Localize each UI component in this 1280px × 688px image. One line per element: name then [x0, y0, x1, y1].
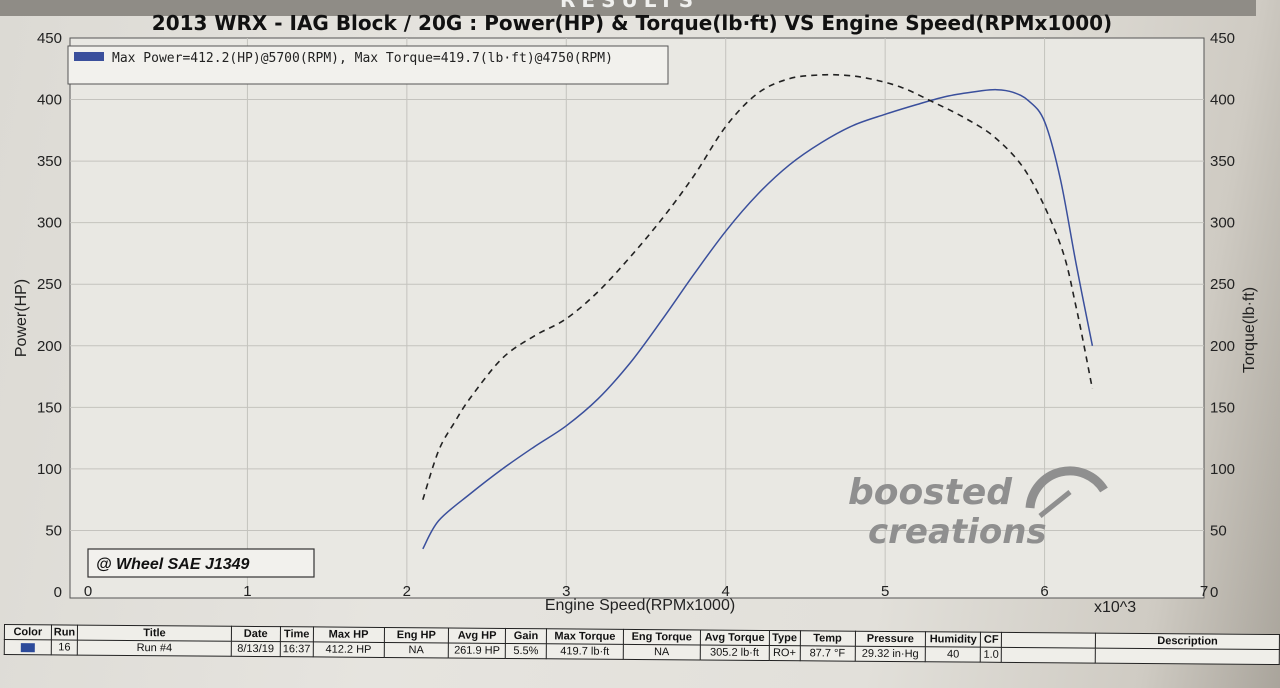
legend: Max Power=412.2(HP)@5700(RPM), Max Torqu… — [67, 45, 669, 85]
header-cell: Run — [51, 624, 78, 641]
header-cell: Pressure — [854, 631, 926, 647]
y2-tick-label: 250 — [1210, 276, 1235, 293]
x-tick-label: 2 — [403, 583, 411, 600]
table-cell: 40 — [925, 646, 981, 663]
table-cell: 16:37 — [280, 641, 314, 657]
y2-tick-label: 0 — [1210, 584, 1218, 601]
watermark-word-2: creations — [868, 512, 1047, 552]
legend-swatch — [74, 52, 104, 61]
sae-annotation: @ Wheel SAE J1349 — [87, 548, 315, 578]
legend-entry: Max Power=412.2(HP)@5700(RPM), Max Torqu… — [112, 51, 613, 66]
table-cell: 412.2 HP — [313, 641, 384, 658]
y2-tick-label: 400 — [1210, 92, 1235, 109]
table-cell: NA — [383, 642, 449, 658]
x-tick-label: 1 — [243, 583, 251, 600]
y-tick-label: 300 — [37, 215, 62, 232]
y-tick-label: 200 — [37, 338, 62, 355]
table-cell: 5.5% — [505, 643, 547, 659]
plot-area — [69, 37, 1205, 599]
table-cell: 87.7 °F — [799, 645, 855, 662]
y-tick-label: 250 — [37, 276, 62, 293]
y2-tick-label: 100 — [1210, 461, 1235, 478]
grid-lines — [70, 38, 1204, 592]
annotation-box — [87, 548, 315, 578]
y2-tick-label: 350 — [1210, 153, 1235, 170]
gauge-icon — [1025, 466, 1108, 509]
x-tick-label: 6 — [1040, 583, 1048, 600]
legend-box — [67, 45, 669, 85]
y-tick-label: 350 — [37, 153, 62, 170]
y-tick-label: 400 — [37, 92, 62, 109]
header-cell: Eng HP — [383, 627, 449, 643]
power-series-line — [422, 88, 1094, 550]
results-heading: RESULTS — [560, 0, 700, 12]
y2-axis-label: Torque(lb·ft) — [1241, 287, 1258, 373]
y2-tick-label: 300 — [1210, 215, 1235, 232]
plot-frame — [69, 37, 1205, 599]
torque-series-line — [422, 73, 1094, 500]
header-cell: Date — [231, 626, 281, 642]
x-tick-label: 5 — [881, 583, 889, 600]
table-cell: 261.9 HP — [448, 642, 506, 659]
y-tick-label: 50 — [45, 522, 62, 539]
annotation-text: @ Wheel SAE J1349 — [96, 556, 250, 573]
table-cell: 305.2 lb·ft — [700, 644, 770, 661]
header-cell: Avg Torque — [700, 629, 770, 646]
header-cell — [1001, 632, 1096, 649]
x-tick-label: 7 — [1200, 583, 1208, 600]
dyno-chart: 0 1 2 3 4 5 6 705010015020025030035040045005010… — [13, 11, 1258, 616]
table-cell: 1.0 — [980, 647, 1002, 663]
header-cell: Humidity — [925, 631, 981, 648]
header-cell: Avg HP — [448, 627, 506, 644]
header-cell: Temp — [800, 630, 855, 647]
table-cell: Run #4 — [77, 640, 232, 657]
table-cell: NA — [623, 644, 701, 660]
header-cell: Description — [1095, 633, 1280, 650]
header-cell: Max Torque — [546, 628, 624, 645]
x-axis-label: Engine Speed(RPMx1000) — [545, 597, 735, 614]
watermark-logo: boosted creations — [848, 466, 1108, 552]
y2-tick-label: 450 — [1210, 30, 1235, 47]
watermark-word-1: boosted — [848, 472, 1013, 513]
header-cell: Color — [4, 624, 52, 640]
series-layer — [422, 73, 1094, 550]
table-cell — [1001, 647, 1096, 664]
y-tick-label: 150 — [37, 399, 62, 416]
header-cell: Eng Torque — [623, 629, 701, 645]
table-cell: 16 — [51, 639, 78, 656]
y-tick-label: 450 — [37, 30, 62, 47]
y2-tick-label: 150 — [1210, 399, 1235, 416]
y-axis-label: Power(HP) — [13, 279, 30, 357]
x-tick-label: 0 — [84, 583, 92, 600]
table-cell: RO+ — [768, 645, 801, 661]
tick-labels: 0 1 2 3 4 5 6 705010015020025030035040045005010… — [37, 30, 1235, 601]
header-cell: Type — [769, 630, 801, 646]
color-cell — [4, 639, 52, 655]
chart-title: 2013 WRX - IAG Block / 20G : Power(HP) &… — [152, 11, 1112, 35]
y2-tick-label: 50 — [1210, 522, 1227, 539]
x-multiplier-label: x10^3 — [1094, 599, 1136, 616]
gauge-needle-icon — [1038, 490, 1072, 518]
table-cell: 8/13/19 — [231, 641, 281, 657]
table-cell — [1095, 648, 1280, 665]
table-cell: 419.7 lb·ft — [546, 643, 624, 660]
x-tick-label: 4 — [722, 583, 730, 600]
table-cell: 29.32 in·Hg — [854, 646, 926, 662]
header-strip — [0, 0, 1256, 16]
header-cell: Time — [280, 626, 314, 642]
header-cell: Max HP — [313, 626, 384, 643]
y2-tick-label: 200 — [1210, 338, 1235, 355]
header-cell: Gain — [505, 628, 547, 644]
x-tick-label: 3 — [562, 583, 570, 600]
y-tick-label: 0 — [54, 584, 62, 601]
y-tick-label: 100 — [37, 461, 62, 478]
header-cell: CF — [980, 632, 1002, 648]
run-color-swatch — [20, 642, 35, 652]
header-cell: Title — [77, 625, 232, 642]
